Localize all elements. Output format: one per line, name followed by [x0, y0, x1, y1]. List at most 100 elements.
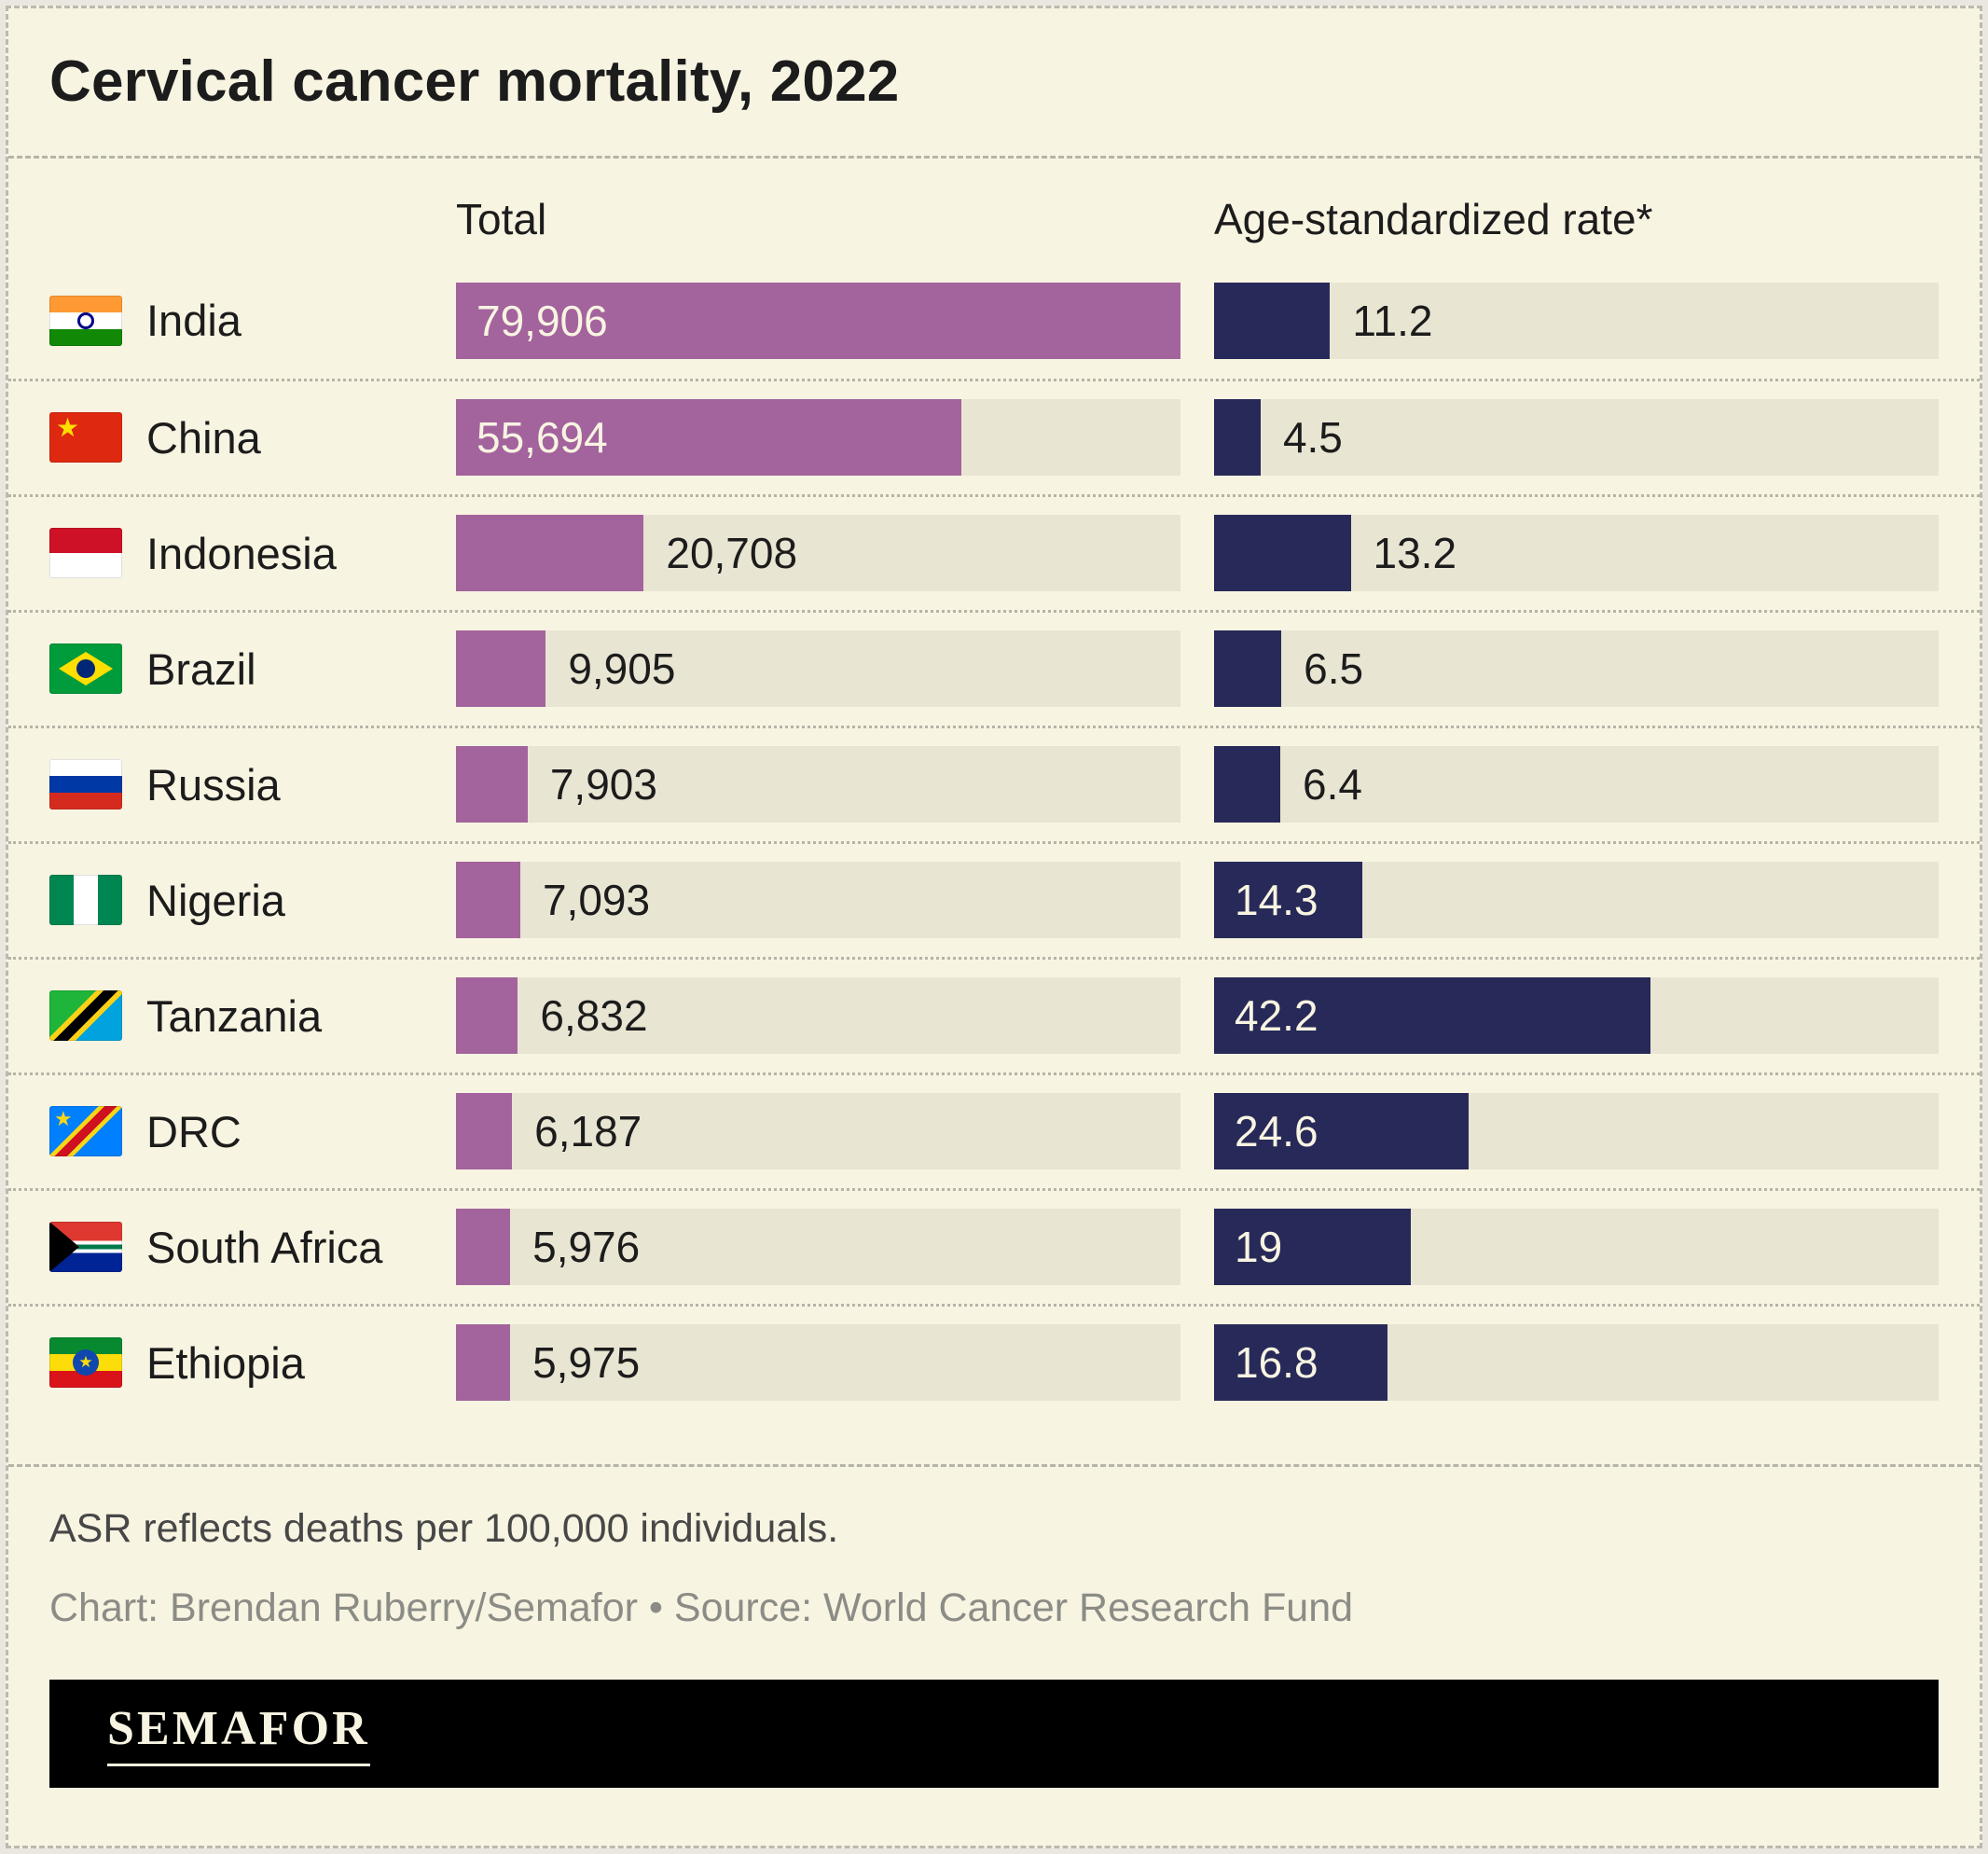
table-row: China 55,694 4.5: [8, 378, 1980, 494]
bar-cell: 9,905: [456, 630, 1180, 707]
bar-track: 5,975: [456, 1324, 1180, 1401]
bar-value-label: 6.4: [1303, 760, 1362, 809]
table-row: India 79,906 11.2: [8, 263, 1980, 379]
row-label: Nigeria: [49, 875, 422, 926]
chart-page: Cervical cancer mortality, 2022 Total Ag…: [8, 8, 1980, 1788]
bar: [1214, 282, 1331, 359]
bar-value-label: 20,708: [666, 529, 798, 577]
bar-value-label: 7,903: [549, 760, 657, 809]
bar-track: 4.5: [1214, 399, 1939, 476]
bar-value-label: 6,187: [534, 1107, 642, 1155]
bar-value-label: 5,975: [532, 1338, 641, 1387]
country-label: China: [146, 412, 261, 463]
row-label: Tanzania: [49, 990, 422, 1042]
footer-separator: [8, 1463, 1980, 1467]
bar-track: 13.2: [1214, 515, 1939, 591]
logo-bar: SEMAFOR: [49, 1679, 1939, 1788]
bar-track: 7,093: [456, 862, 1180, 938]
credit-line: Chart: Brendan Ruberry/Semafor • Source:…: [49, 1584, 1354, 1630]
bar-cell: 7,093: [456, 862, 1180, 938]
chart-card: Cervical cancer mortality, 2022 Total Ag…: [6, 6, 1982, 1848]
row-label: DRC: [49, 1106, 422, 1157]
country-label: DRC: [146, 1106, 242, 1156]
bar-value-label: 14.3: [1235, 876, 1318, 924]
title-separator: [8, 155, 1980, 159]
bar-track: 6.5: [1214, 630, 1939, 707]
bar-value-label: 4.5: [1282, 413, 1343, 462]
bar-cell: 6,832: [456, 977, 1180, 1054]
bar-value-label: 13.2: [1373, 529, 1457, 577]
bar-cell: 55,694: [456, 399, 1180, 476]
bar-track: 55,694: [456, 399, 1180, 476]
flag-ethiopia-icon: [49, 1337, 122, 1388]
bar-track: 42.2: [1214, 977, 1939, 1054]
bar: [456, 746, 528, 823]
bar-value-label: 24.6: [1235, 1107, 1318, 1155]
bar-cell: 14.3: [1214, 862, 1939, 938]
bar-cell: 11.2: [1214, 282, 1939, 359]
bar: [456, 1209, 511, 1285]
row-label: India: [49, 295, 422, 346]
bar-track: 11.2: [1214, 282, 1939, 359]
bar: [1214, 1209, 1411, 1285]
bar: [1214, 515, 1351, 591]
bar-track: 6.4: [1214, 746, 1939, 823]
country-label: Brazil: [146, 643, 256, 694]
bar-cell: 19: [1214, 1209, 1939, 1285]
row-label: China: [49, 412, 422, 464]
country-label: South Africa: [146, 1222, 383, 1272]
bar-value-label: 11.2: [1352, 296, 1433, 345]
table-row: DRC 6,187 24.6: [8, 1072, 1980, 1188]
country-label: Russia: [146, 759, 281, 809]
flag-nigeria-icon: [49, 875, 122, 925]
bar-value-label: 79,906: [476, 296, 608, 345]
bar-value-label: 7,093: [542, 876, 651, 924]
bar-track: 24.6: [1214, 1093, 1939, 1169]
chart-rows: India 79,906 11.2 China 55,694 4.5 Indonesia 20…: [8, 263, 1980, 1419]
flag-russia-icon: [49, 759, 122, 809]
row-label: South Africa: [49, 1222, 422, 1273]
bar: [456, 862, 520, 938]
bar-track: 7,903: [456, 746, 1180, 823]
country-label: India: [146, 296, 242, 345]
table-row: Russia 7,903 6.4: [8, 725, 1980, 841]
column-header-total: Total: [456, 194, 547, 243]
bar-value-label: 6,832: [540, 991, 648, 1040]
bar-value-label: 42.2: [1235, 991, 1318, 1040]
bar: [456, 515, 644, 591]
bar-cell: 16.8: [1214, 1324, 1939, 1401]
flag-china-icon: [49, 412, 122, 463]
table-row: Brazil 9,905 6.5: [8, 609, 1980, 726]
table-row: Nigeria 7,093 14.3: [8, 840, 1980, 957]
semafor-logo: SEMAFOR: [107, 1701, 370, 1766]
flag-south-africa-icon: [49, 1222, 122, 1272]
country-label: Indonesia: [146, 528, 337, 578]
bar: [1214, 399, 1261, 476]
bar-cell: 4.5: [1214, 399, 1939, 476]
bar-value-label: 19: [1235, 1223, 1283, 1271]
country-label: Tanzania: [146, 990, 323, 1041]
bar: [456, 282, 1180, 359]
table-row: Ethiopia 5,975 16.8: [8, 1303, 1980, 1419]
footnote: ASR reflects deaths per 100,000 individu…: [49, 1505, 839, 1551]
flag-tanzania-icon: [49, 990, 122, 1041]
bar-cell: 42.2: [1214, 977, 1939, 1054]
bar-cell: 13.2: [1214, 515, 1939, 591]
bar-track: 6,187: [456, 1093, 1180, 1169]
bar-cell: 6,187: [456, 1093, 1180, 1169]
bar: [1214, 1324, 1388, 1401]
flag-indonesia-icon: [49, 528, 122, 578]
flag-drc-icon: [49, 1106, 122, 1156]
bar-cell: 6.4: [1214, 746, 1939, 823]
bar: [456, 630, 546, 707]
column-header-rate: Age-standardized rate*: [1214, 194, 1653, 243]
country-label: Nigeria: [146, 875, 285, 925]
country-label: Ethiopia: [146, 1337, 305, 1388]
bar-cell: 7,903: [456, 746, 1180, 823]
chart-title: Cervical cancer mortality, 2022: [49, 49, 900, 114]
bar-track: 9,905: [456, 630, 1180, 707]
table-row: Tanzania 6,832 42.2: [8, 956, 1980, 1072]
table-row: Indonesia 20,708 13.2: [8, 493, 1980, 610]
bar-value-label: 6.5: [1304, 644, 1364, 693]
bar-value-label: 5,976: [532, 1223, 641, 1271]
